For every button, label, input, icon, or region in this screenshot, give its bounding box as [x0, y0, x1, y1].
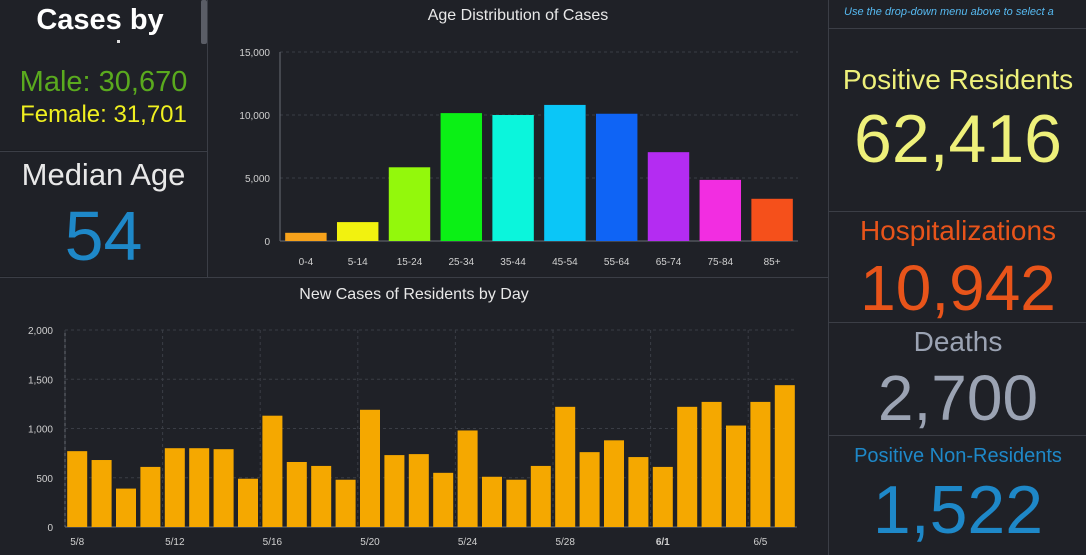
age-y-tick-label: 15,000: [239, 48, 270, 59]
daily-bar: [408, 454, 429, 527]
cases-by-sex-panel: [0, 0, 207, 150]
median-age-panel: [0, 152, 207, 276]
age-bar: [492, 115, 534, 241]
divider-right-v: [828, 0, 829, 555]
cases-by-title: Cases by: [36, 4, 164, 36]
age-x-tick-label: 25-34: [449, 257, 475, 268]
age-chart: 0 5,000 10,000 15,000 0-4 5-14 15-24 25-34 35-44…: [239, 48, 798, 268]
daily-bar: [384, 455, 405, 527]
daily-bar: [530, 465, 551, 527]
daily-bar: [91, 460, 112, 527]
daily-bar: [603, 440, 625, 527]
daily-bar: [457, 430, 478, 527]
divider-right-2: [829, 322, 1086, 323]
daily-bar: [189, 448, 210, 527]
age-x-tick-label: 45-54: [552, 257, 578, 268]
age-x-tick-label: 5-14: [348, 257, 368, 268]
age-x-tick-label: 85+: [764, 257, 781, 268]
daily-bar: [652, 466, 673, 527]
daily-y-tick-label: 1,000: [28, 425, 53, 436]
age-chart-title: Age Distribution of Cases: [427, 7, 609, 24]
age-x-tick-label: 75-84: [708, 257, 734, 268]
daily-bar: [555, 406, 576, 527]
daily-y-tick-label: 2,000: [28, 326, 53, 337]
daily-bar: [67, 451, 88, 527]
daily-x-tick-label: 5/28: [555, 537, 575, 548]
daily-x-tick-label: 6/1: [656, 537, 670, 548]
daily-bar: [433, 472, 454, 527]
divider-right-3: [829, 435, 1086, 436]
age-bar: [647, 152, 690, 241]
daily-bar: [774, 385, 795, 527]
daily-bar: [213, 449, 234, 527]
daily-bar: [481, 476, 503, 527]
daily-x-tick-label: 6/5: [753, 537, 767, 548]
daily-bar: [628, 457, 649, 527]
median-age-value: 54: [64, 197, 143, 275]
scrollbar-thumb[interactable]: [201, 0, 207, 44]
daily-bar: [506, 479, 527, 527]
age-x-tick-label: 15-24: [397, 257, 423, 268]
age-y-tick-label: 10,000: [239, 111, 270, 122]
cases-by-dot: [117, 40, 120, 43]
divider-mid: [0, 277, 828, 278]
age-y-tick-label: 5,000: [245, 174, 270, 185]
daily-y-tick-label: 500: [36, 474, 53, 485]
daily-bar: [701, 401, 722, 527]
daily-y-tick-label: 1,500: [28, 375, 53, 386]
divider-right-1: [829, 211, 1086, 212]
age-bar: [595, 113, 638, 241]
daily-x-tick-label: 5/8: [70, 537, 84, 548]
daily-bar: [335, 479, 356, 527]
daily-chart-title: New Cases of Residents by Day: [299, 286, 529, 303]
non-residents-value: 1,522: [872, 472, 1044, 548]
age-bar: [440, 113, 483, 241]
positive-residents-label: Positive Residents: [842, 64, 1074, 95]
daily-x-tick-label: 5/16: [263, 537, 283, 548]
instructions-note: Use the drop-down menu above to select a: [844, 6, 1054, 18]
daily-bar: [164, 448, 185, 527]
daily-bar: [115, 488, 137, 527]
daily-chart: 0 500 1,000 1,500 2,000 5/8 5/12 5/16 5/20 5/24 5/…: [28, 326, 797, 548]
daily-bar: [237, 478, 259, 527]
divider-left-v: [207, 0, 208, 277]
age-x-tick-label: 0-4: [299, 257, 314, 268]
age-bar: [336, 222, 379, 241]
age-bar: [699, 179, 742, 241]
daily-bar: [725, 425, 747, 527]
daily-bar: [311, 465, 332, 527]
age-bar: [285, 232, 327, 241]
age-bar: [544, 104, 586, 241]
male-count: Male: 30,670: [19, 66, 188, 98]
daily-bar: [579, 452, 600, 527]
median-age-label: Median Age: [21, 157, 186, 192]
hospitalizations-label: Hospitalizations: [859, 215, 1057, 246]
daily-x-tick-label: 5/24: [458, 537, 478, 548]
age-x-tick-label: 35-44: [500, 257, 526, 268]
daily-bar: [750, 401, 771, 527]
right-panel: [829, 0, 1086, 555]
age-x-tick-label: 55-64: [604, 257, 630, 268]
daily-bar: [262, 415, 283, 527]
daily-bar: [677, 406, 698, 527]
female-count: Female: 31,701: [20, 101, 187, 128]
deaths-value: 2,700: [877, 362, 1039, 434]
daily-bar: [140, 466, 161, 527]
positive-residents-value: 62,416: [854, 101, 1062, 177]
divider-right-0: [829, 28, 1086, 29]
divider-left-1: [0, 151, 207, 152]
daily-x-tick-label: 5/12: [165, 537, 185, 548]
non-residents-label: Positive Non-Residents: [854, 445, 1062, 467]
daily-bar: [286, 461, 307, 527]
daily-y-tick-label: 0: [47, 523, 53, 534]
age-bar: [751, 198, 793, 241]
age-y-tick-label: 0: [264, 237, 270, 248]
hospitalizations-value: 10,942: [860, 252, 1056, 324]
age-bar: [388, 167, 431, 241]
daily-bar: [359, 409, 381, 527]
daily-x-tick-label: 5/20: [360, 537, 380, 548]
deaths-label: Deaths: [913, 326, 1003, 357]
age-x-tick-label: 65-74: [656, 257, 682, 268]
